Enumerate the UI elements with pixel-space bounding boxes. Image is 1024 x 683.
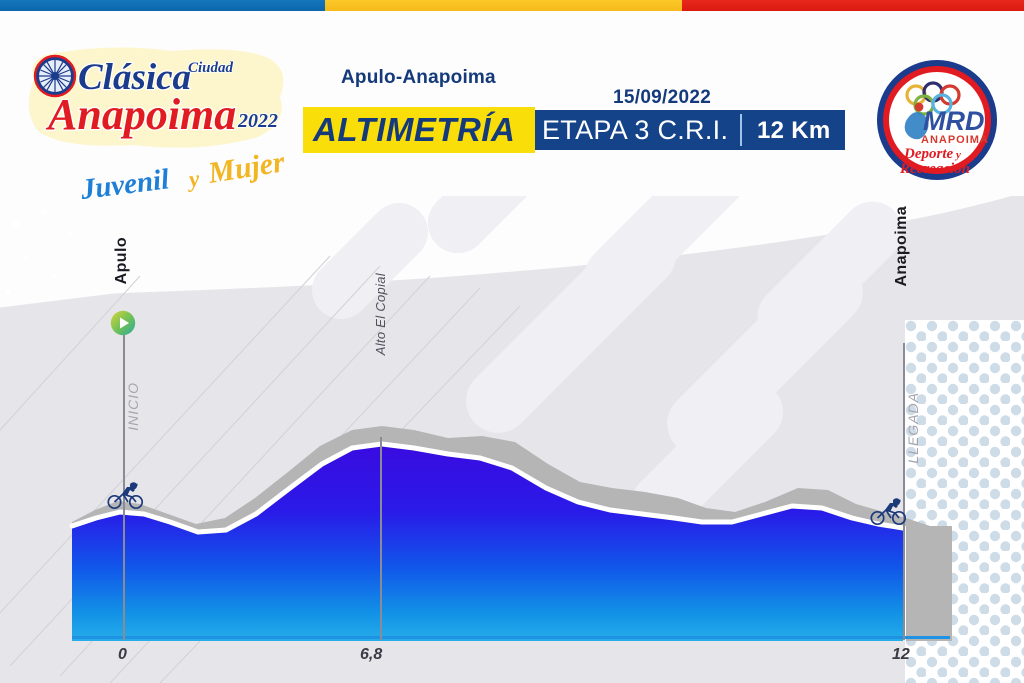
top-bar-red-segment: [682, 0, 1024, 11]
logo-text-year: 2022: [237, 110, 278, 132]
decorative-dot-pattern: [905, 320, 1024, 683]
title-band: [303, 107, 535, 153]
stage-label: ETAPA 3 C.R.I.: [542, 115, 729, 145]
tagline-y: y: [185, 166, 202, 193]
start-marker-icon[interactable]: [110, 310, 136, 336]
x-tick-label-6-8: 6,8: [360, 646, 383, 663]
label-state-llegada: LLEGADA: [905, 392, 921, 464]
label-city-apulo: Apulo: [113, 237, 130, 285]
cyclist-icon-finish: [870, 498, 907, 526]
stage-distance: 12 Km: [757, 117, 831, 144]
page-title: ALTIMETRÍA: [313, 111, 516, 148]
badge-line2: Recreación: [899, 161, 970, 177]
stage-band: [535, 110, 845, 150]
runner-figure-icon: [904, 112, 929, 140]
decorative-mini-dots: [5, 209, 73, 295]
profile-area: [72, 444, 903, 641]
ridge-shadow: [72, 426, 952, 641]
bike-wheel-icon: [33, 54, 77, 98]
tricolor-top-bar: [0, 0, 1024, 11]
chart-baseline: [72, 636, 950, 639]
logo-text-clasica: Clásica: [78, 57, 191, 98]
label-point-alto-el-copial: Alto El Copial: [373, 273, 388, 356]
event-logo-wordmark: Clásica Ciudad Anapoima 2022: [28, 47, 284, 148]
event-logo: Clásica Ciudad Anapoima 2022 Juvenil y M…: [22, 45, 292, 206]
badge-line1: Deporte: [903, 146, 953, 162]
logo-text-anapoima: Anapoima: [45, 90, 236, 139]
poster-header: Clásica Ciudad Anapoima 2022 Juvenil y M…: [0, 11, 1024, 211]
stage-separator: [740, 114, 742, 146]
elevation-profile-chart: [69, 426, 952, 641]
badge-city: ANAPOIMA: [921, 134, 989, 146]
x-tick-label-0: 0: [118, 646, 127, 663]
event-logo-tagline: Juvenil y Mujer: [80, 153, 287, 206]
label-city-anapoima: Anapoima: [893, 206, 910, 287]
profile-outline: [69, 441, 906, 535]
logo-text-ciudad: Ciudad: [188, 60, 234, 76]
tagline-mujer: Mujer: [205, 153, 287, 190]
marker-line-anapoima: [903, 343, 905, 640]
badge-acronym: MRD: [923, 106, 985, 136]
label-state-inicio: INICIO: [125, 382, 141, 431]
top-bar-blue-segment: [0, 0, 325, 11]
event-date: 15/09/2022: [613, 87, 712, 108]
cyclist-icon-start: [107, 482, 144, 510]
tagline-juvenil: Juvenil: [80, 163, 172, 206]
top-bar-yellow-segment: [325, 0, 682, 11]
route-name: Apulo-Anapoima: [341, 67, 496, 88]
marker-line-apulo: [123, 322, 125, 640]
x-tick-label-12: 12: [892, 646, 910, 663]
marker-line-copial: [380, 437, 382, 640]
organiser-badge-mrd: MRD ANAPOIMA Deporte y Recreación: [877, 60, 997, 180]
badge-conjunction: y: [954, 149, 961, 161]
